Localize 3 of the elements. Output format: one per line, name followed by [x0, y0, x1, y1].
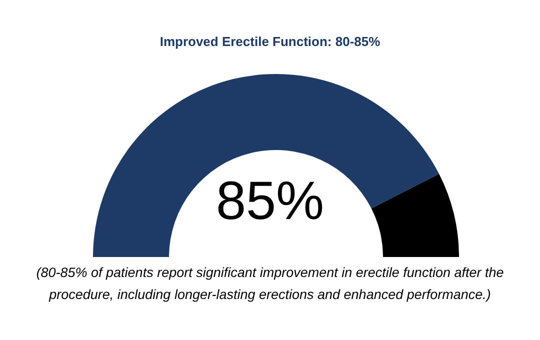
data-label: 85% [214, 170, 326, 232]
text: (80-85% of patients report significant improvement in erectile function after the procedure, including longer-lasting erections and enhanced performance.) [35, 264, 505, 304]
chart-title: Improved Erectile Function: 80-85% [158, 34, 382, 49]
